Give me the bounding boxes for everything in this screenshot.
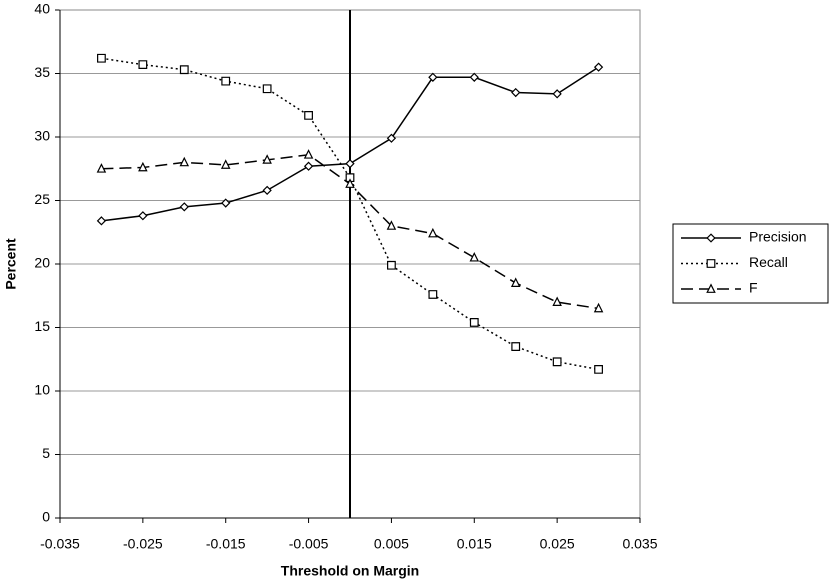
marker <box>552 89 562 99</box>
x-tick-label: -0.005 <box>289 536 329 552</box>
y-tick-label: 40 <box>34 1 50 17</box>
marker <box>138 60 148 70</box>
legend-label: Precision <box>749 229 807 245</box>
marker <box>706 259 716 268</box>
marker <box>469 72 479 82</box>
legend-label: F <box>749 280 758 296</box>
x-tick-label: -0.015 <box>206 536 246 552</box>
y-tick-label: 10 <box>34 382 50 398</box>
marker <box>96 216 107 226</box>
x-tick-label: 0.035 <box>622 536 657 552</box>
marker <box>594 365 603 374</box>
legend-box <box>672 223 829 304</box>
marker <box>387 260 396 270</box>
marker <box>552 357 562 367</box>
y-tick-label: 0 <box>42 509 50 525</box>
x-tick-label: 0.025 <box>540 536 575 552</box>
marker <box>221 198 231 208</box>
marker <box>303 161 314 171</box>
marker <box>138 211 148 221</box>
marker <box>428 72 438 82</box>
marker <box>345 178 355 188</box>
marker <box>262 154 272 164</box>
marker <box>303 149 314 159</box>
marker <box>593 302 604 313</box>
marker <box>469 318 479 327</box>
marker <box>552 296 562 306</box>
x-axis-title: Threshold on Margin <box>281 563 419 579</box>
marker <box>511 342 521 351</box>
y-tick-label: 5 <box>42 445 50 461</box>
x-tick-label: 0.015 <box>457 536 492 552</box>
marker <box>345 159 355 169</box>
marker <box>262 185 272 195</box>
marker <box>138 161 148 172</box>
y-tick-label: 15 <box>34 318 50 334</box>
marker <box>96 163 107 173</box>
marker <box>469 252 480 262</box>
marker <box>428 290 438 299</box>
marker <box>304 111 313 120</box>
marker <box>706 283 716 293</box>
x-tick-label: -0.025 <box>123 536 163 552</box>
marker <box>593 62 604 72</box>
y-tick-label: 25 <box>34 191 50 207</box>
marker <box>220 159 231 169</box>
y-tick-label: 20 <box>34 255 50 271</box>
x-tick-label: 0.005 <box>374 536 409 552</box>
marker <box>179 156 190 167</box>
marker <box>262 84 272 94</box>
marker <box>221 76 231 86</box>
marker <box>345 173 355 183</box>
marker <box>386 133 397 143</box>
marker <box>386 220 397 230</box>
legend-label: Recall <box>749 254 788 270</box>
marker <box>179 65 189 75</box>
marker <box>510 277 521 287</box>
y-axis-title: Percent <box>3 238 19 290</box>
marker <box>179 202 189 212</box>
x-tick-label: -0.035 <box>40 536 80 552</box>
marker <box>511 87 521 98</box>
marker <box>97 53 106 63</box>
y-tick-label: 35 <box>34 64 50 80</box>
marker <box>706 233 716 243</box>
y-tick-label: 30 <box>34 128 50 144</box>
marker <box>428 227 438 238</box>
